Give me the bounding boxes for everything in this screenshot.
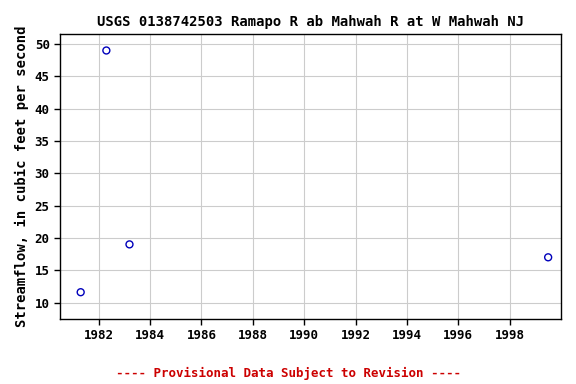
- Point: [125, 241, 134, 247]
- Title: USGS 0138742503 Ramapo R ab Mahwah R at W Mahwah NJ: USGS 0138742503 Ramapo R ab Mahwah R at …: [97, 15, 524, 29]
- Point: [102, 47, 111, 53]
- Y-axis label: Streamflow, in cubic feet per second: Streamflow, in cubic feet per second: [15, 26, 29, 327]
- Point: [544, 254, 553, 260]
- Point: [76, 289, 85, 295]
- Text: ---- Provisional Data Subject to Revision ----: ---- Provisional Data Subject to Revisio…: [116, 367, 460, 380]
